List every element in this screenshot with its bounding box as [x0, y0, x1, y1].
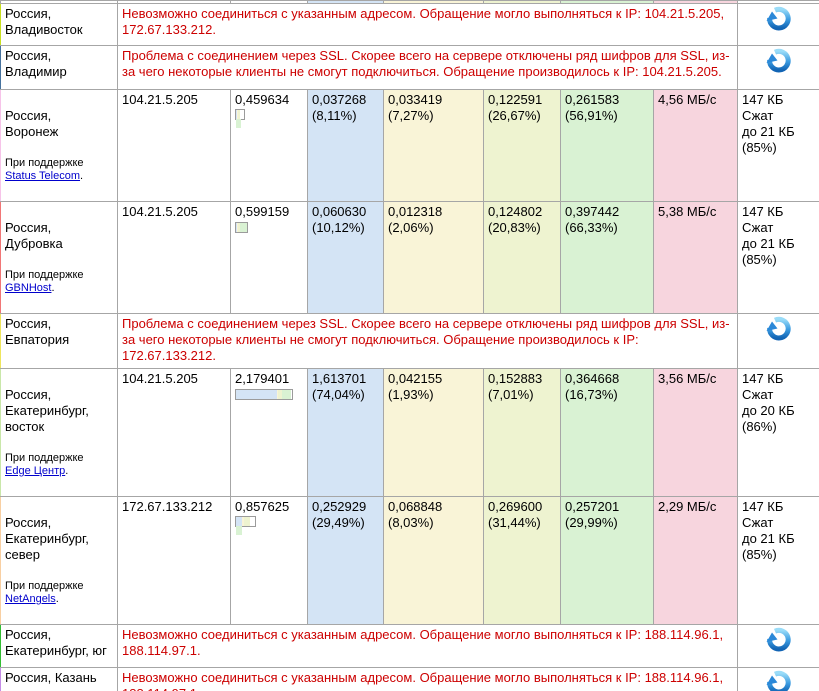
refresh-icon [766, 48, 791, 73]
time-cell-2: 0,042155 (1,93%) [383, 368, 484, 497]
table-row: Россия, Владимир Проблема с соединением … [0, 45, 819, 90]
support-note: При поддержке GBNHost. [5, 269, 84, 294]
support-note: При поддержке NetAngels. [5, 580, 84, 605]
table-row: Россия, Дубровка При поддержке GBNHost. 1… [0, 201, 819, 314]
time-cell-1: 0,060630 (10,12%) [307, 201, 384, 314]
timing-bar [235, 109, 245, 128]
refresh-button[interactable] [765, 627, 792, 654]
time-cell-2: 0,012318 (2,06%) [383, 201, 484, 314]
city-label: Россия, Екатеринбург, восток [5, 387, 89, 434]
speed-cell: 3,56 МБ/с [653, 368, 738, 497]
table-row: Россия, Екатеринбург, север При поддержк… [0, 496, 819, 625]
timing-bar [235, 389, 293, 400]
refresh-icon [766, 670, 791, 691]
city-label: Россия, Евпатория [5, 316, 70, 347]
city-cell: Россия, Владимир [0, 45, 118, 90]
refresh-button[interactable] [765, 316, 792, 343]
time-cell-4: 0,364668 (16,73%) [560, 368, 654, 497]
support-link[interactable]: NetAngels [5, 593, 56, 605]
refresh-icon [766, 6, 791, 31]
table-row: Россия, Евпатория Проблема с соединением… [0, 313, 819, 369]
ip-cell: 104.21.5.205 [117, 368, 231, 497]
time-cell-2: 0,033419 (7,27%) [383, 89, 484, 202]
table-row: Россия, Казань Невозможно соединиться с … [0, 667, 819, 691]
timing-bar [235, 516, 256, 535]
size-cell: 147 КБ Сжат до 21 КБ (85%) [737, 89, 819, 202]
total-time-cell: 0,857625 [230, 496, 308, 625]
speed-cell: 2,29 МБ/с [653, 496, 738, 625]
total-time-cell: 2,179401 [230, 368, 308, 497]
total-time-cell: 0,599159 [230, 201, 308, 314]
time-cell-3: 0,122591 (26,67%) [483, 89, 561, 202]
size-cell: 147 КБ Сжат до 21 КБ (85%) [737, 201, 819, 314]
refresh-icon [766, 316, 791, 341]
ip-cell: 104.21.5.205 [117, 201, 231, 314]
time-cell-4: 0,261583 (56,91%) [560, 89, 654, 202]
city-label: Россия, Екатеринбург, север [5, 515, 89, 562]
refresh-icon [766, 627, 791, 652]
city-label: Россия, Екатеринбург, юг [5, 627, 107, 658]
city-cell: Россия, Дубровка При поддержке GBNHost. [0, 201, 118, 314]
error-message: Невозможно соединиться с указанным адрес… [117, 667, 738, 691]
error-message: Невозможно соединиться с указанным адрес… [117, 3, 738, 46]
city-cell: Россия, Воронеж При поддержке Status Tele… [0, 89, 118, 202]
timing-bar [235, 222, 248, 233]
total-time-cell: 0,459634 [230, 89, 308, 202]
support-link[interactable]: Edge Центр [5, 465, 66, 477]
city-label: Россия, Владивосток [5, 6, 83, 37]
city-label: Россия, Воронеж [5, 108, 59, 139]
support-link[interactable]: GBNHost [5, 282, 52, 294]
city-cell: Россия, Екатеринбург, юг [0, 624, 118, 668]
time-cell-1: 1,613701 (74,04%) [307, 368, 384, 497]
time-cell-3: 0,269600 (31,44%) [483, 496, 561, 625]
city-cell: Россия, Владивосток [0, 3, 118, 46]
city-cell: Россия, Екатеринбург, север При поддержк… [0, 496, 118, 625]
error-message: Проблема с соединением через SSL. Скорее… [117, 313, 738, 369]
city-cell: Россия, Евпатория [0, 313, 118, 369]
refresh-button[interactable] [765, 670, 792, 691]
refresh-button[interactable] [765, 48, 792, 75]
ip-cell: 104.21.5.205 [117, 89, 231, 202]
size-cell: 147 КБ Сжат до 20 КБ (86%) [737, 368, 819, 497]
ip-cell: 172.67.133.212 [117, 496, 231, 625]
support-link[interactable]: Status Telecom [5, 170, 81, 182]
speed-cell: 4,56 МБ/с [653, 89, 738, 202]
time-cell-1: 0,037268 (8,11%) [307, 89, 384, 202]
speed-cell: 5,38 МБ/с [653, 201, 738, 314]
time-cell-4: 0,257201 (29,99%) [560, 496, 654, 625]
size-cell: 147 КБ Сжат до 21 КБ (85%) [737, 496, 819, 625]
table-row: Россия, Екатеринбург, восток При поддерж… [0, 368, 819, 497]
table-row: Россия, Воронеж При поддержке Status Tele… [0, 89, 819, 202]
error-message: Проблема с соединением через SSL. Скорее… [117, 45, 738, 90]
city-cell: Россия, Екатеринбург, восток При поддерж… [0, 368, 118, 497]
city-label: Россия, Владимир [5, 48, 67, 79]
table-row: Россия, Владивосток Невозможно соединить… [0, 3, 819, 46]
city-label: Россия, Казань [5, 670, 97, 685]
time-cell-4: 0,397442 (66,33%) [560, 201, 654, 314]
support-note: При поддержке Edge Центр. [5, 452, 84, 477]
table-row: Россия, Екатеринбург, юг Невозможно соед… [0, 624, 819, 668]
time-cell-3: 0,124802 (20,83%) [483, 201, 561, 314]
error-message: Невозможно соединиться с указанным адрес… [117, 624, 738, 668]
city-label: Россия, Дубровка [5, 220, 63, 251]
time-cell-3: 0,152883 (7,01%) [483, 368, 561, 497]
time-cell-1: 0,252929 (29,49%) [307, 496, 384, 625]
city-cell: Россия, Казань [0, 667, 118, 691]
time-cell-2: 0,068848 (8,03%) [383, 496, 484, 625]
support-note: При поддержке Status Telecom. [5, 157, 84, 182]
refresh-button[interactable] [765, 6, 792, 33]
